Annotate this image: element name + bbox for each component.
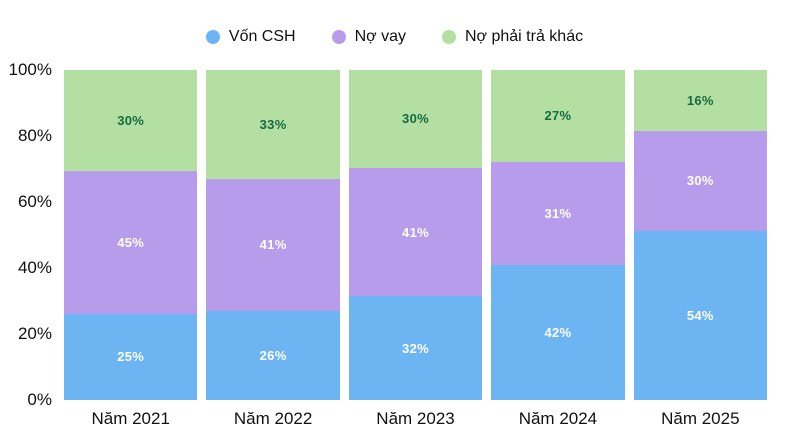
legend-item-0: Vốn CSH [205,28,296,46]
bars-area: 25% 45% 30% Năm 2021 26% 41% 33% Năm 2022 32% 41%… [64,69,768,429]
bar-segment-series-0: 26% [206,310,340,400]
bar-segment-series-1: 41% [206,179,340,311]
legend-label: Nợ phải trả khác [464,28,584,45]
y-tick-label: 40% [17,258,52,277]
bar-column-3: 42% 31% 27% Năm 2024 [491,70,625,429]
y-tick-label: 0% [27,390,52,409]
bar-segment-series-1: 31% [491,161,625,266]
bar-segment-series-2: 16% [633,70,768,131]
bar-segment-series-1: 30% [633,130,768,232]
legend-label: Vốn CSH [228,28,296,45]
y-tick-label: 100% [8,60,52,79]
bar-segment-series-1: 41% [348,168,483,297]
x-axis-label: Năm 2025 [661,409,740,428]
plot-area: 100% 80% 60% 40% 20% 0% 25% 45% 30% Năm 2021 26% 4… [0,60,789,429]
bar-segment-label: 32% [402,340,429,356]
y-tick-label: 60% [17,192,52,211]
bar-column-0: 25% 45% 30% Năm 2021 [64,70,198,429]
bar-segment-label: 45% [117,234,145,250]
legend-marker-icon [441,30,456,44]
legend-marker-icon [331,30,346,44]
bar-stack: 54% 30% 16% [633,70,768,400]
bar-segment-series-2: 30% [64,70,198,171]
bar-stack: 26% 41% 33% [206,70,340,400]
bar-stack: 25% 45% 30% [64,70,198,400]
bar-stack: 42% 31% 27% [491,70,625,400]
chart-legend: Vốn CSH Nợ vay Nợ phải trả khác [0,0,789,48]
bar-segment-label: 41% [402,224,429,240]
bar-segment-label: 26% [259,347,287,363]
y-axis: 100% 80% 60% 40% 20% 0% [0,60,52,409]
bar-segment-series-2: 30% [348,69,483,168]
bar-segment-series-0: 42% [491,265,625,400]
legend-label: Nợ vay [354,28,406,45]
bar-segment-label: 33% [259,117,287,133]
bar-segment-series-0: 54% [633,231,768,400]
bar-segment-label: 27% [544,108,572,124]
x-axis-label: Năm 2022 [233,409,313,428]
x-axis-label: Năm 2024 [518,409,598,428]
bar-segment-series-0: 25% [64,313,198,400]
bar-segment-series-1: 45% [64,170,198,314]
bar-column-2: 32% 41% 30% Năm 2023 [348,69,483,429]
y-tick-label: 20% [17,324,52,343]
bar-segment-label: 42% [544,325,572,341]
bar-segment-label: 25% [117,349,145,365]
bar-segment-label: 31% [544,206,572,222]
legend-item-1: Nợ vay [331,28,406,46]
bar-segment-label: 30% [686,173,714,189]
bar-segment-label: 16% [686,92,714,108]
bar-stack: 32% 41% 30% [348,69,483,400]
bar-segment-label: 30% [402,111,429,127]
legend-item-2: Nợ phải trả khác [441,28,584,46]
x-axis-label: Năm 2021 [91,409,170,428]
bar-segment-series-2: 27% [491,70,625,162]
bar-segment-label: 54% [686,308,714,324]
bar-segment-series-2: 33% [206,70,340,180]
bar-segment-label: 41% [259,237,287,253]
legend-marker-icon [205,30,220,44]
bar-column-1: 26% 41% 33% Năm 2022 [206,70,340,429]
x-axis-label: Năm 2023 [376,409,455,428]
bar-segment-label: 30% [117,112,145,128]
y-tick-label: 80% [17,126,52,145]
bar-column-4: 54% 30% 16% Năm 2025 [633,70,768,429]
bar-segment-series-0: 32% [348,296,483,400]
